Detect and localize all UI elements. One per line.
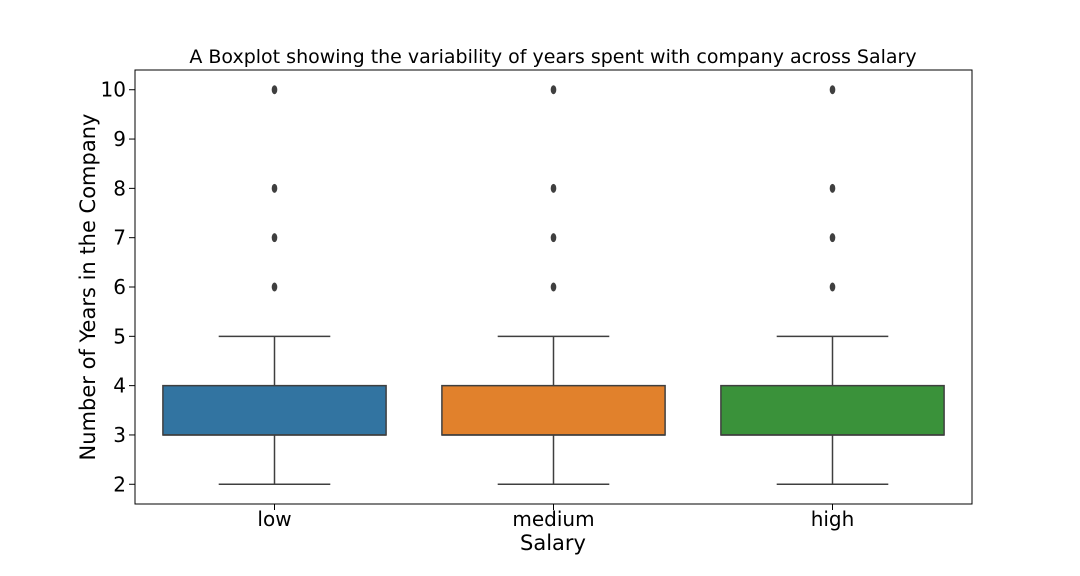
x-tick-label: high xyxy=(811,507,855,531)
box-high xyxy=(720,85,945,486)
outlier-point xyxy=(829,282,836,292)
outlier-point xyxy=(829,183,836,193)
outlier-point xyxy=(550,85,557,95)
outlier-point xyxy=(271,282,278,292)
outlier-point xyxy=(550,233,557,243)
y-tick-label: 8 xyxy=(113,176,126,200)
iqr-box xyxy=(162,384,387,436)
y-axis: 2 3 4 5 6 7 8 9 10 xyxy=(101,78,135,496)
outlier-point xyxy=(271,85,278,95)
outlier-point xyxy=(550,183,557,193)
x-tick-label: low xyxy=(257,507,291,531)
x-axis: low medium high xyxy=(257,504,854,531)
y-tick-label: 10 xyxy=(101,78,126,102)
outlier-point xyxy=(271,233,278,243)
x-tick-label: medium xyxy=(512,507,594,531)
chart-title: A Boxplot showing the variability of yea… xyxy=(189,46,916,68)
outlier-point xyxy=(271,183,278,193)
y-tick-label: 2 xyxy=(113,472,126,496)
y-tick-label: 5 xyxy=(113,324,126,348)
box-medium xyxy=(441,85,666,486)
box-marks xyxy=(162,85,945,486)
x-axis-label: Salary xyxy=(520,531,586,555)
iqr-box xyxy=(441,384,666,436)
box-low xyxy=(162,85,387,486)
outlier-point xyxy=(829,85,836,95)
outlier-point xyxy=(829,233,836,243)
iqr-box xyxy=(720,384,945,436)
y-tick-label: 7 xyxy=(113,226,126,250)
y-tick-label: 4 xyxy=(113,374,126,398)
outlier-point xyxy=(550,282,557,292)
y-tick-label: 6 xyxy=(113,275,126,299)
y-tick-label: 3 xyxy=(113,423,126,447)
y-axis-label: Number of Years in the Company xyxy=(76,114,100,461)
y-tick-label: 9 xyxy=(113,127,126,151)
